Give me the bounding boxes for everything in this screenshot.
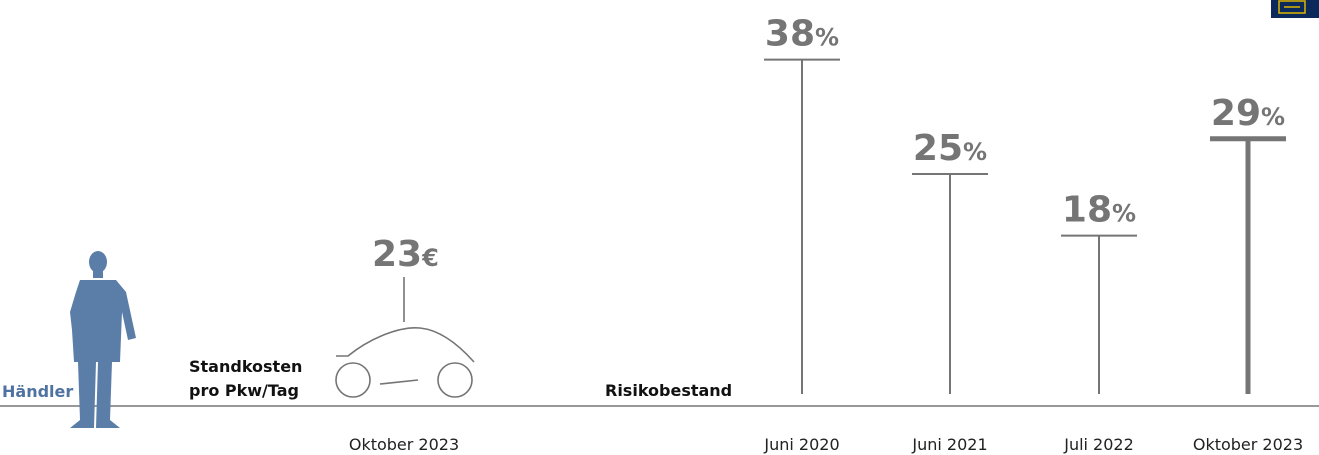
bar-value-label: 18%	[1062, 190, 1136, 231]
category-label: Oktober 2023	[1193, 435, 1303, 454]
standing-cost-label-line2: pro Pkw/Tag	[189, 381, 299, 400]
bar-value-label: 38%	[765, 14, 839, 55]
standing-cost-value: 23€	[372, 234, 439, 275]
bar-value-label: 25%	[913, 128, 987, 169]
badge-icon	[1271, 0, 1319, 18]
standing-cost-unit: €	[421, 244, 439, 272]
bar-value-label: 29%	[1211, 93, 1285, 134]
dealer-label: Händler	[2, 382, 73, 401]
standing-cost-date: Oktober 2023	[349, 435, 459, 454]
standing-cost-number: 23	[372, 234, 422, 275]
risk-stock-bars: 38% Juni 2020 25% Juni 2021 18% Juli 2022 29% O…	[763, 14, 1303, 454]
risk-stock-label: Risikobestand	[605, 381, 732, 400]
person-icon	[70, 251, 136, 428]
category-label: Juni 2021	[911, 435, 987, 454]
category-label: Juni 2020	[763, 435, 839, 454]
category-label: Juli 2022	[1063, 435, 1134, 454]
standing-cost-label-line1: Standkosten	[189, 357, 302, 376]
car-icon	[335, 277, 475, 398]
